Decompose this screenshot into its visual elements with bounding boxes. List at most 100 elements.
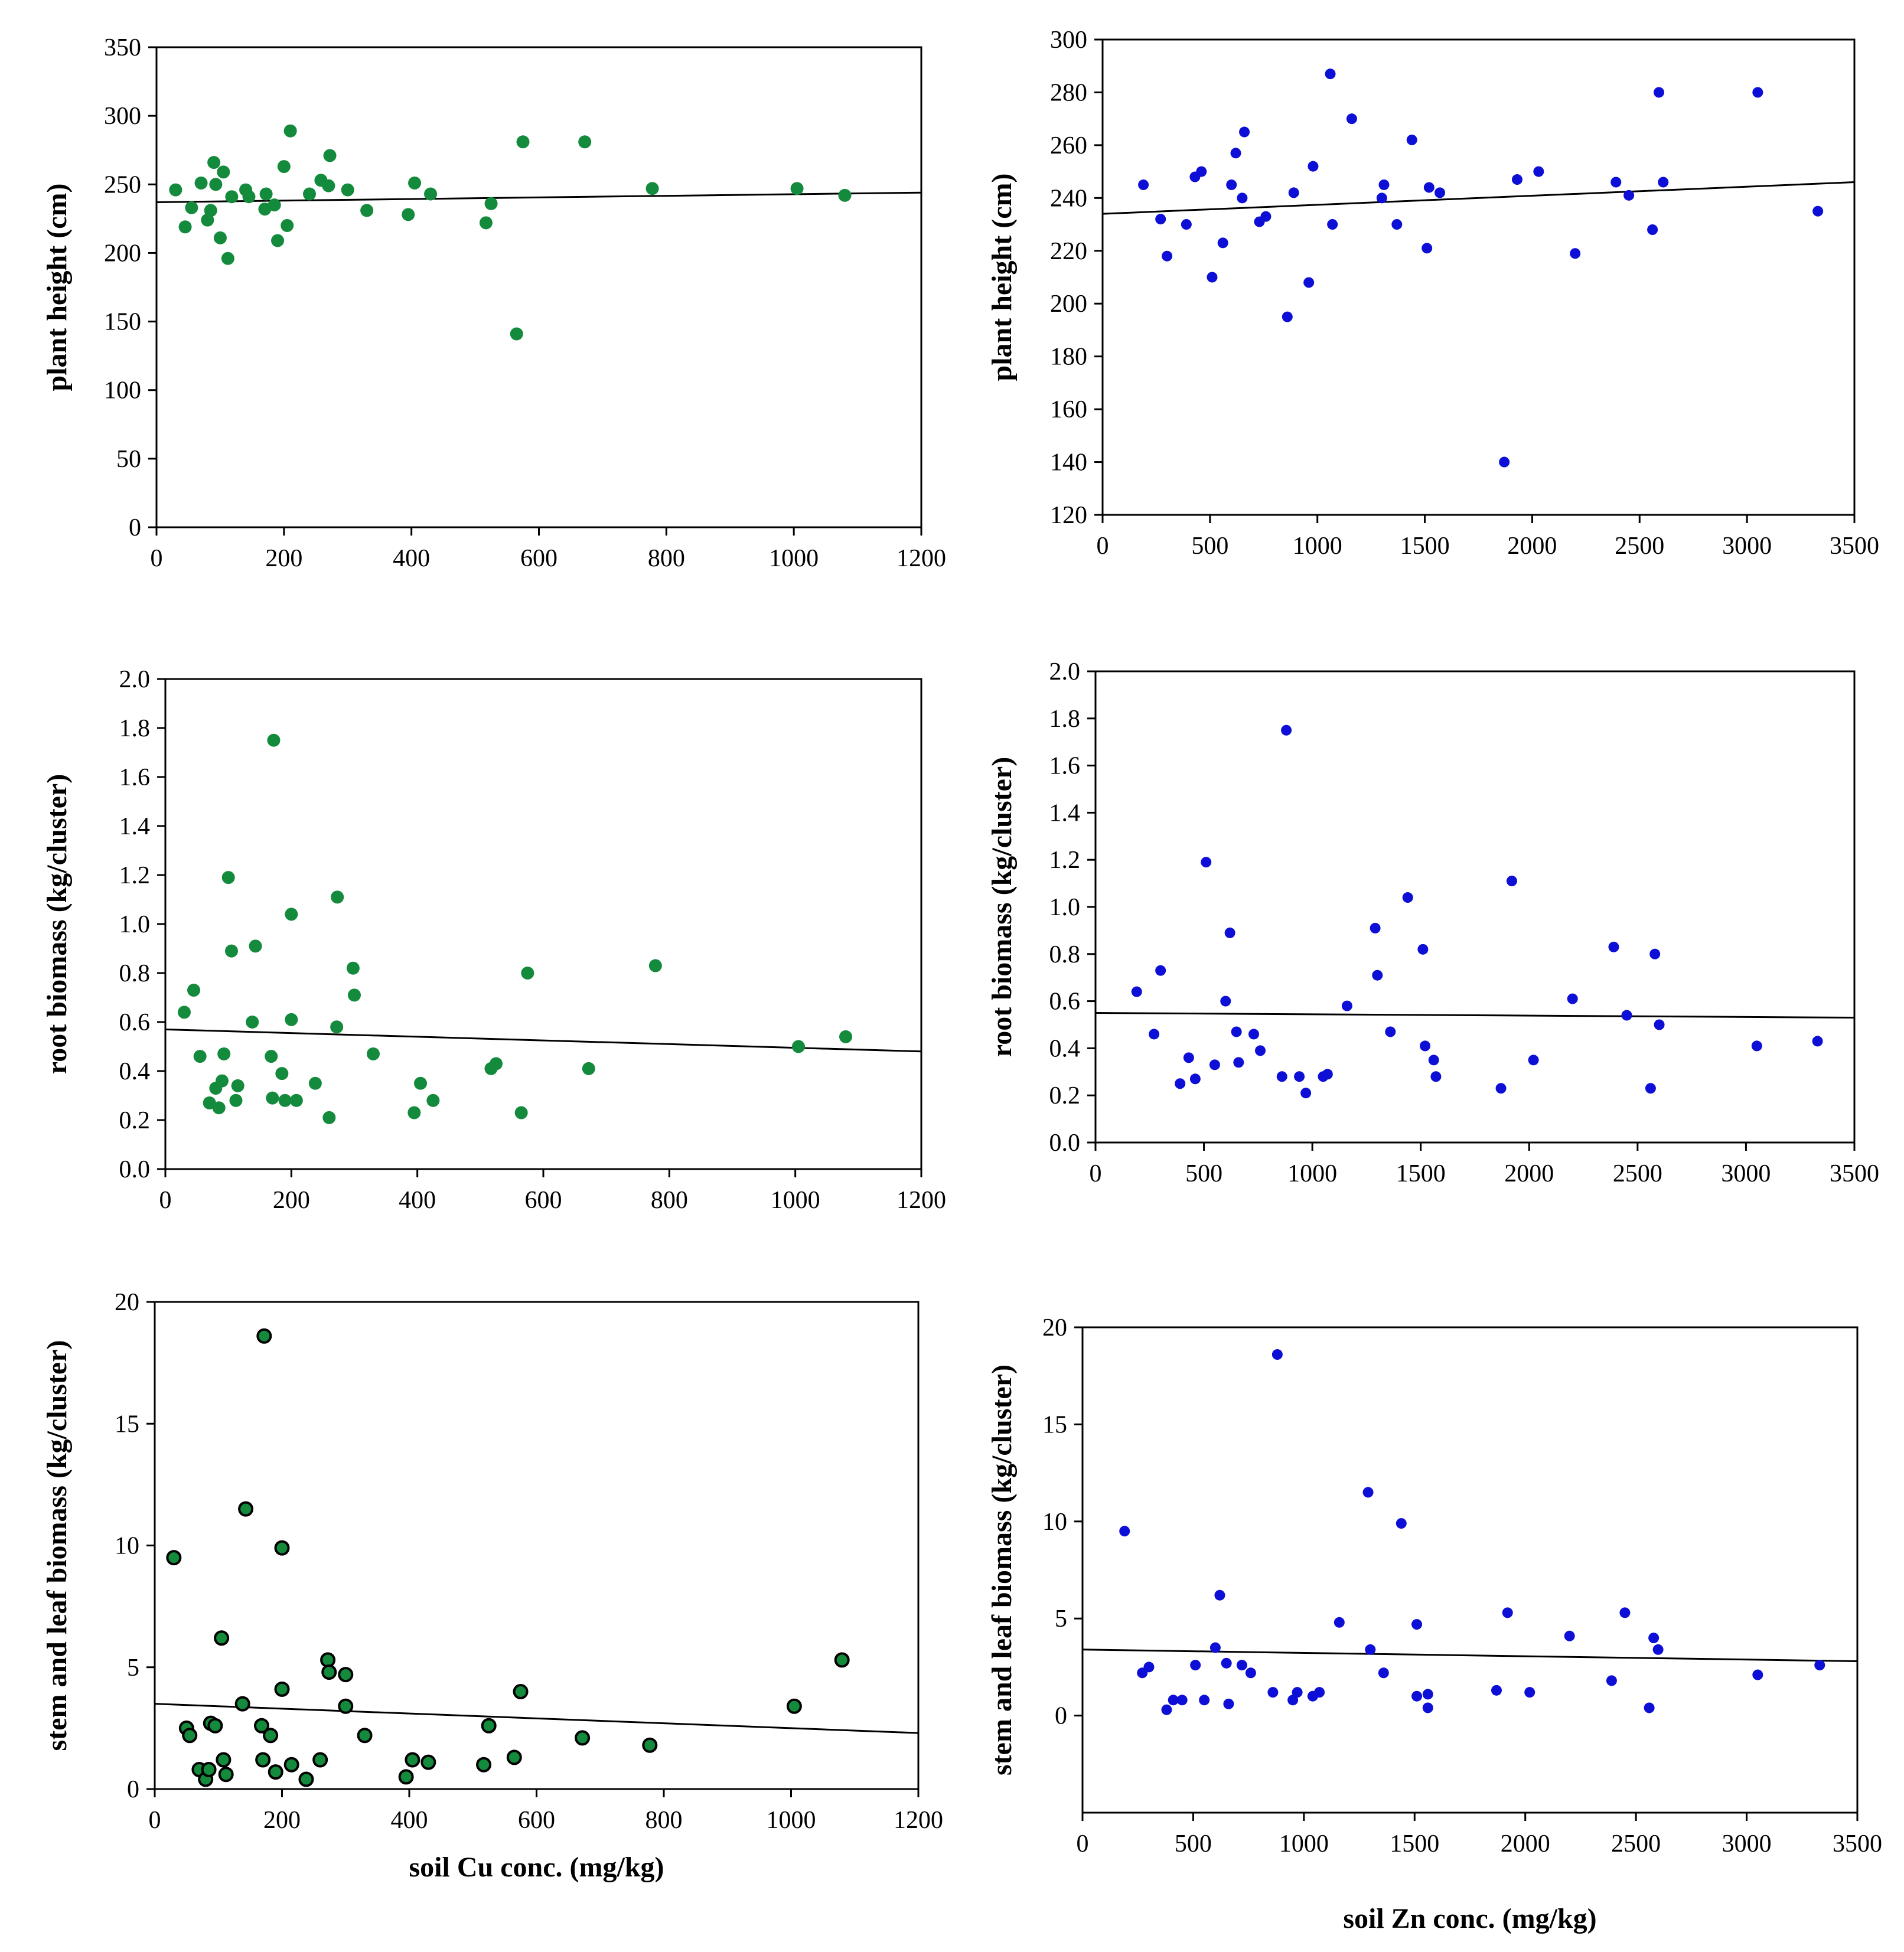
data-point [1619,1607,1631,1618]
y-tick-label: 260 [1050,132,1087,159]
x-tick-label: 2500 [1611,1830,1661,1858]
data-point [1495,1083,1507,1094]
x-tick-label: 1200 [896,545,946,572]
data-point [1396,1518,1407,1529]
x-tick-label: 400 [399,1187,436,1214]
plot-frame [1101,38,1856,516]
data-point [1528,1055,1539,1066]
y-tick-label: 1.4 [119,813,151,840]
data-point [1255,1045,1266,1056]
y-tick-label: 10 [1042,1509,1067,1536]
data-point [194,176,208,190]
data-point [1236,1660,1247,1671]
data-point [1149,1029,1160,1040]
x-tick-label: 3000 [1721,1160,1771,1187]
data-point [1411,1690,1423,1702]
y-tick-label: 280 [1050,79,1087,106]
y-tick-label: 100 [104,377,141,404]
data-point [648,959,662,972]
data-point [1422,1689,1433,1700]
data-point [265,1050,278,1063]
y-tick-label: 200 [1050,290,1087,318]
trend-line [1102,181,1855,215]
chart-zn-stem-leaf-biomass: 0 500 1000 1500 2000 2500 3000 3500 0 5 10 15 20 stem… [986,1314,1882,1934]
x-tick-label: 2000 [1501,1830,1550,1858]
data-point [1654,87,1665,98]
plot-frame [154,1301,920,1790]
x-tick-label: 500 [1191,533,1228,560]
data-point [1231,1026,1242,1037]
x-tick-label: 1000 [1287,1160,1337,1187]
data-point [1287,1695,1299,1706]
data-point [1300,1088,1312,1099]
data-point [185,201,198,214]
y-tick-label: 1.4 [1049,799,1081,827]
x-tick-label: 2500 [1615,533,1664,560]
data-point [1189,1073,1201,1085]
data-point [790,182,804,195]
plot-frame [1094,670,1856,1144]
data-point [1434,187,1446,198]
data-point [513,1684,529,1699]
data-point [275,1067,289,1081]
data-point [322,179,335,192]
data-point [266,1091,279,1105]
x-tick-label: 3500 [1830,533,1879,560]
data-point [1248,1029,1260,1040]
data-point [1752,1669,1763,1680]
data-point [1209,1642,1221,1653]
data-point [1402,892,1413,903]
y-tick-label: 1.2 [119,862,151,889]
data-point [209,178,223,191]
y-tick-label: 0.8 [119,960,151,987]
data-point [1814,1660,1825,1671]
data-point [225,944,238,958]
data-point [216,1074,229,1088]
data-point [1812,205,1824,217]
data-point [490,1057,503,1070]
data-point [1162,250,1173,262]
data-point [1376,192,1387,204]
y-tick-label: 2.0 [1049,658,1081,686]
data-point [1391,219,1403,230]
data-point [1292,1687,1303,1698]
data-point [1751,1040,1762,1052]
data-point [1420,1040,1431,1052]
data-point [402,208,415,221]
data-point [1647,224,1658,235]
x-tick-label: 200 [273,1187,310,1214]
data-point [1224,927,1235,938]
y-tick-label: 0.8 [1049,941,1081,968]
data-point [1430,1071,1442,1082]
x-tick-label: 1000 [767,1807,816,1834]
data-point [360,204,374,217]
data-point [323,149,337,162]
data-point [178,1006,191,1019]
data-point [212,1101,226,1115]
x-tick-label: 1500 [1400,533,1450,560]
x-tick-label: 3000 [1722,1830,1772,1858]
data-point [229,1093,243,1107]
y-tick-label: 120 [1050,502,1087,529]
data-point [331,890,344,904]
data-point [1752,87,1763,98]
data-point [289,1093,303,1107]
data-point [1199,1695,1210,1706]
data-point [484,197,498,210]
y-tick-label: 0.4 [119,1058,151,1085]
data-point [182,1728,198,1744]
y-axis-label: root biomass (kg/cluster) [986,757,1018,1057]
data-point [213,231,227,244]
data-point [1175,1078,1186,1089]
data-point [221,871,235,884]
data-point [256,1328,272,1344]
y-tick-label: 15 [1042,1411,1067,1438]
data-point [246,1016,259,1029]
data-point [575,1730,591,1746]
x-tick-label: 2000 [1504,1160,1554,1187]
y-tick-label: 10 [115,1533,139,1560]
data-point [242,190,256,204]
data-point [234,1696,250,1712]
data-point [578,135,592,149]
data-point [285,1013,298,1026]
